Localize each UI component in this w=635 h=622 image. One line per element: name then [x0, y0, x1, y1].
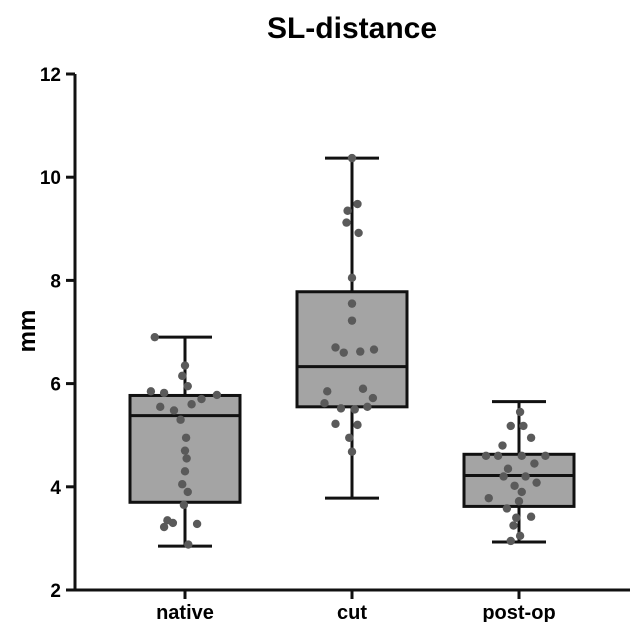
data-point-post-op-18 — [502, 504, 512, 513]
data-point-native-13 — [180, 446, 190, 455]
x-tick-label-post-op: post-op — [482, 602, 555, 622]
data-point-post-op-6 — [493, 451, 503, 461]
data-point-native-12 — [181, 433, 191, 442]
data-point-post-op-20 — [512, 513, 521, 522]
data-point-native-0 — [150, 332, 159, 342]
y-tick-label-6: 6 — [50, 375, 61, 396]
iqr-box-cut — [295, 290, 409, 409]
axes: 2 4 6 8 10 12 native cut post-op — [40, 65, 630, 622]
data-point-native-23 — [184, 540, 193, 549]
data-point-cut-3 — [342, 218, 351, 227]
data-point-cut-4 — [354, 228, 363, 238]
data-point-cut-5 — [347, 273, 357, 283]
data-point-native-3 — [183, 381, 192, 391]
data-point-native-22 — [159, 522, 169, 532]
y-tick-label-12: 12 — [40, 65, 61, 86]
data-point-native-9 — [156, 402, 165, 412]
data-point-cut-14 — [368, 393, 378, 403]
data-point-native-20 — [168, 518, 178, 528]
data-point-post-op-0 — [515, 407, 525, 417]
data-point-post-op-23 — [506, 536, 515, 546]
data-point-post-op-9 — [530, 459, 539, 468]
data-point-native-21 — [192, 519, 202, 529]
data-point-native-6 — [212, 390, 222, 400]
data-point-post-op-15 — [517, 487, 526, 497]
data-point-native-10 — [169, 406, 179, 415]
data-point-cut-9 — [356, 347, 365, 356]
data-point-native-4 — [146, 387, 156, 396]
boxes — [128, 156, 576, 548]
data-point-post-op-4 — [498, 441, 507, 450]
data-point-native-8 — [187, 400, 196, 409]
x-tick-label-native: native — [156, 602, 214, 622]
data-point-cut-0 — [347, 153, 357, 163]
data-point-native-15 — [180, 467, 190, 476]
data-point-post-op-10 — [503, 464, 513, 473]
data-point-cut-15 — [320, 399, 329, 408]
data-point-cut-21 — [345, 433, 354, 442]
data-point-native-7 — [197, 394, 206, 404]
data-point-native-2 — [178, 371, 187, 381]
data-point-post-op-3 — [526, 433, 536, 442]
data-point-post-op-14 — [510, 481, 519, 490]
data-point-native-1 — [180, 361, 190, 370]
data-point-post-op-8 — [541, 451, 550, 461]
data-point-cut-12 — [358, 384, 368, 393]
data-point-cut-10 — [369, 345, 379, 354]
data-point-native-5 — [159, 388, 169, 398]
data-point-cut-19 — [331, 419, 340, 429]
data-point-post-op-13 — [532, 478, 541, 487]
y-tick-label-10: 10 — [40, 168, 61, 189]
data-point-post-op-22 — [515, 531, 525, 541]
data-point-native-16 — [178, 480, 187, 489]
data-point-cut-13 — [323, 387, 332, 396]
data-point-post-op-21 — [509, 521, 518, 530]
data-point-native-17 — [183, 487, 192, 497]
data-point-cut-18 — [350, 405, 359, 414]
data-point-post-op-12 — [521, 472, 530, 481]
data-point-cut-1 — [353, 199, 362, 209]
data-point-cut-2 — [343, 206, 352, 215]
chart-title: SL-distance — [267, 12, 437, 45]
y-tick-label-8: 8 — [50, 271, 61, 292]
data-point-post-op-19 — [526, 512, 536, 521]
data-point-cut-22 — [347, 447, 357, 456]
x-tick-label-cut: cut — [337, 602, 367, 622]
data-point-native-11 — [176, 415, 185, 424]
y-tick-label-4: 4 — [50, 478, 61, 499]
data-point-post-op-16 — [484, 493, 493, 503]
data-point-cut-8 — [331, 343, 340, 352]
data-point-cut-17 — [336, 404, 346, 413]
data-point-post-op-2 — [519, 421, 528, 431]
data-point-post-op-5 — [481, 451, 491, 461]
data-point-native-14 — [182, 454, 191, 463]
data-point-cut-6 — [347, 299, 357, 308]
y-axis-label: mm — [14, 310, 41, 353]
data-point-cut-20 — [353, 420, 362, 430]
data-point-native-18 — [179, 500, 189, 510]
data-point-post-op-17 — [514, 497, 524, 506]
data-point-post-op-11 — [499, 472, 508, 481]
box-cut — [295, 156, 409, 500]
box-post-op — [462, 400, 576, 544]
data-point-cut-7 — [347, 316, 357, 325]
data-point-post-op-1 — [506, 421, 515, 431]
data-point-cut-16 — [363, 402, 372, 412]
data-point-post-op-7 — [517, 451, 526, 461]
data-points — [146, 153, 550, 549]
y-tick-label-2: 2 — [50, 581, 61, 602]
data-point-cut-11 — [339, 348, 348, 357]
